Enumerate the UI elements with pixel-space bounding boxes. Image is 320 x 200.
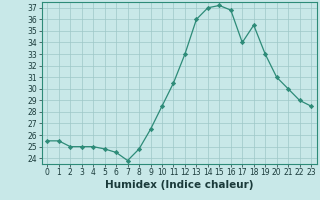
X-axis label: Humidex (Indice chaleur): Humidex (Indice chaleur) [105, 180, 253, 190]
